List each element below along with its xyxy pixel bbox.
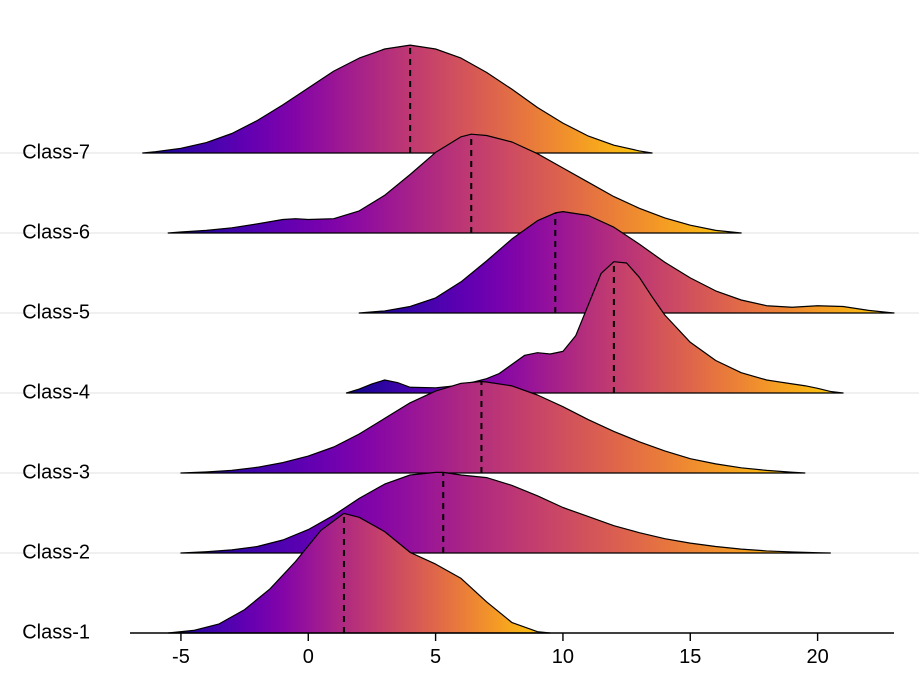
x-tick-label: 15 bbox=[679, 646, 701, 668]
category-label: Class-7 bbox=[22, 141, 90, 163]
category-label: Class-6 bbox=[22, 221, 90, 243]
x-tick-label: 10 bbox=[552, 646, 574, 668]
x-tick-label: 5 bbox=[430, 646, 441, 668]
x-tick-label: 0 bbox=[303, 646, 314, 668]
ridge bbox=[181, 381, 805, 473]
category-label: Class-5 bbox=[22, 301, 90, 323]
ridge bbox=[143, 45, 652, 153]
ridge bbox=[181, 472, 830, 553]
category-label: Class-4 bbox=[22, 381, 90, 403]
category-label: Class-1 bbox=[22, 621, 90, 643]
x-tick-label: -5 bbox=[172, 646, 190, 668]
category-label: Class-3 bbox=[22, 461, 90, 483]
ridgeline-chart: -5 0 5 10 15 20 Class-1 Class-2 Class-3 Class-4 Cl… bbox=[0, 0, 919, 693]
category-label: Class-2 bbox=[22, 541, 90, 563]
x-tick-label: 20 bbox=[806, 646, 828, 668]
